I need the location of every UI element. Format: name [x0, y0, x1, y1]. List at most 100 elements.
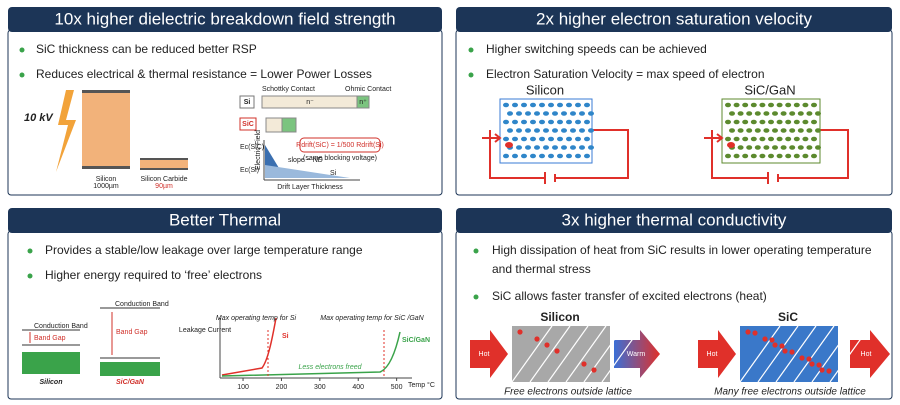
electron — [806, 145, 813, 150]
electron — [729, 128, 735, 133]
label: Ohmic Contact — [345, 86, 391, 93]
label: (same blocking voltage) — [303, 155, 377, 162]
electron — [768, 153, 774, 159]
lattice-box — [721, 98, 821, 164]
label: Drift Layer Thickness — [277, 184, 343, 191]
arrow — [482, 133, 724, 143]
electron — [802, 102, 809, 108]
lattice-line — [829, 325, 871, 383]
electron — [575, 153, 581, 159]
electron — [575, 119, 581, 125]
label: n⁻ — [306, 99, 314, 106]
bullet-text: and thermal stress — [492, 262, 591, 276]
panel-title: 3x higher thermal conductivity — [562, 210, 787, 229]
electron — [759, 153, 766, 159]
label: Conduction Band — [34, 323, 88, 330]
electron — [793, 153, 800, 159]
electron — [584, 119, 590, 125]
caption: Many free electrons outside lattice — [714, 387, 866, 398]
electron — [566, 102, 572, 108]
bullet-dot — [27, 273, 33, 279]
electron — [750, 136, 757, 142]
x-tick-label: 100 — [237, 384, 249, 391]
electron — [768, 136, 774, 142]
lattice-line — [529, 325, 571, 383]
electron — [742, 136, 749, 142]
electron — [802, 119, 809, 125]
electron — [588, 128, 594, 133]
excited-electron — [826, 368, 832, 374]
label: Electric Field — [255, 130, 262, 170]
label: Silicon — [96, 176, 117, 183]
bullet-dots — [19, 47, 479, 300]
n-plus-layer — [281, 117, 297, 133]
electron — [530, 136, 536, 142]
electron — [557, 136, 563, 142]
electron — [503, 153, 509, 159]
battery — [544, 172, 779, 184]
x-tick-label: 200 — [276, 384, 288, 391]
electron — [557, 102, 563, 108]
electron — [802, 136, 809, 142]
bullet-text: SiC thickness can be reduced better RSP — [36, 42, 257, 56]
sic-curve — [221, 331, 401, 377]
electron — [503, 136, 509, 142]
electron — [575, 102, 581, 108]
electron — [548, 102, 554, 108]
electron — [789, 145, 796, 150]
lattice-line — [775, 325, 817, 383]
diagram-label: Silicon — [526, 82, 564, 97]
electron — [785, 153, 792, 159]
electron — [754, 128, 761, 133]
wire — [711, 129, 849, 179]
warm-arrow — [614, 330, 660, 378]
valence-band — [22, 352, 80, 374]
electron — [733, 136, 740, 142]
contact — [82, 166, 130, 169]
formula-box — [299, 137, 381, 153]
contact — [140, 168, 188, 170]
electron — [521, 102, 527, 108]
electron — [759, 136, 766, 142]
si-block — [82, 92, 130, 167]
lattice-line — [811, 325, 853, 383]
diagram-label: Silicon — [540, 310, 579, 324]
sic-block — [140, 160, 188, 168]
electron — [729, 111, 735, 116]
electron — [570, 111, 576, 116]
electron — [552, 145, 558, 150]
free-electron — [505, 142, 513, 148]
electron — [557, 119, 563, 125]
electron — [815, 128, 821, 133]
electron — [516, 145, 522, 150]
electron — [768, 119, 774, 125]
electron — [797, 145, 804, 150]
electron — [534, 145, 540, 150]
electron — [797, 111, 804, 116]
electron — [725, 102, 731, 108]
excited-electron — [591, 367, 597, 373]
label: slope ~ ND — [288, 157, 323, 164]
excited-electron — [819, 367, 825, 373]
electron — [525, 111, 531, 116]
electron — [584, 136, 590, 142]
electron — [512, 136, 518, 142]
excited-electron — [762, 336, 768, 342]
electron — [575, 136, 581, 142]
electron — [746, 128, 753, 133]
hot-arrow — [850, 330, 890, 378]
electron — [742, 119, 749, 125]
electron — [539, 102, 545, 108]
electron — [561, 128, 567, 133]
electron — [772, 111, 778, 116]
arrow-label: Warm — [627, 351, 646, 358]
bullet-dot — [473, 248, 479, 254]
x-tick-label: 400 — [352, 384, 364, 391]
electron — [521, 153, 527, 159]
electron — [566, 153, 572, 159]
electron — [543, 111, 549, 116]
electron — [785, 136, 792, 142]
bullet-dot — [27, 248, 33, 254]
excited-electron — [809, 361, 815, 367]
